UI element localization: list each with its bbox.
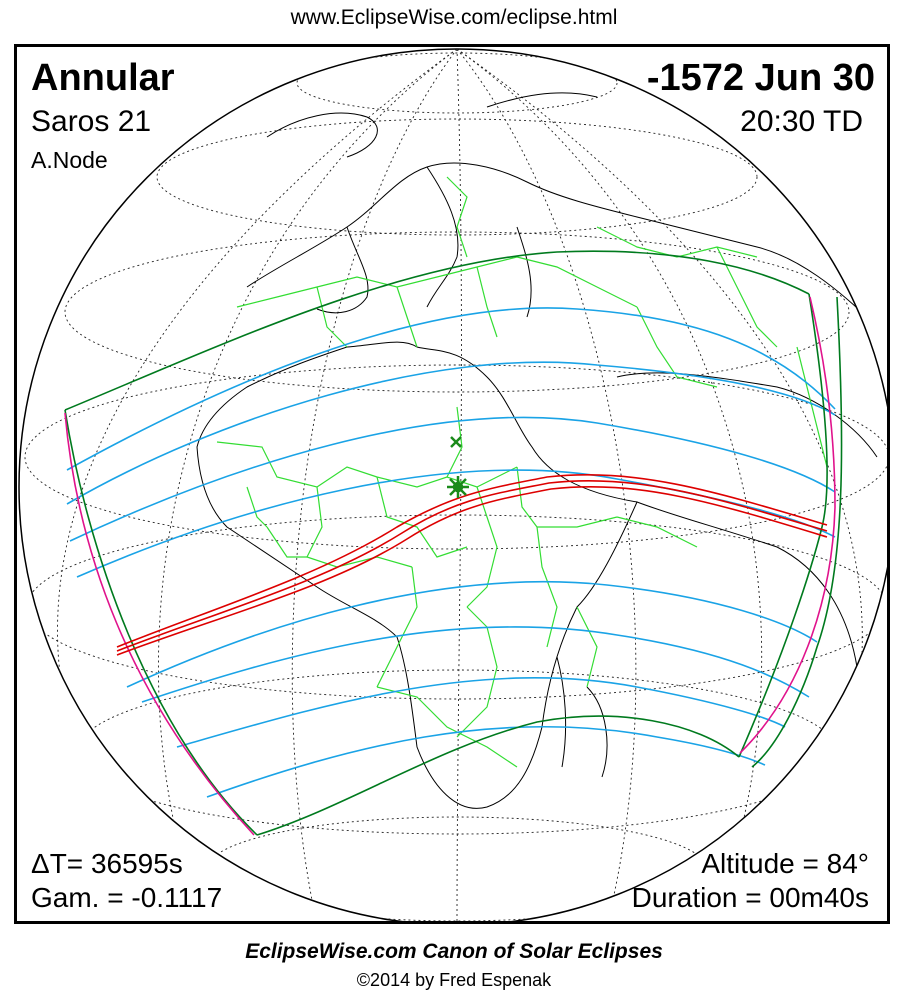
sun-altitude: Altitude = 84°	[701, 848, 869, 879]
eclipse-type: Annular	[31, 57, 175, 99]
copyright: ©2014 by Fred Espenak	[356, 970, 552, 990]
central-duration: Duration = 00m40s	[631, 882, 869, 913]
saros-number: Saros 21	[31, 105, 152, 138]
canon-title: EclipseWise.com Canon of Solar Eclipses	[245, 940, 663, 963]
central-path	[116, 473, 828, 656]
node-label: A.Node	[31, 147, 108, 173]
delta-t: ΔT= 36595s	[31, 848, 183, 879]
gamma-value: Gam. = -0.1117	[31, 882, 223, 913]
greatest-eclipse-point	[447, 476, 469, 498]
subsolar-point	[450, 436, 462, 448]
eclipse-map	[18, 48, 887, 921]
magnitude-curves	[66, 307, 836, 798]
eclipse-map-frame: Annular -1572 Jun 30 Saros 21 20:30 TD A…	[14, 44, 890, 924]
penumbral-limits	[64, 250, 843, 836]
source-url: www.EclipseWise.com/eclipse.html	[290, 6, 618, 29]
eclipse-time: 20:30 TD	[740, 105, 863, 138]
eclipse-date: -1572 Jun 30	[646, 57, 875, 99]
country-borders	[216, 176, 828, 768]
rise-set-curves	[64, 296, 836, 836]
